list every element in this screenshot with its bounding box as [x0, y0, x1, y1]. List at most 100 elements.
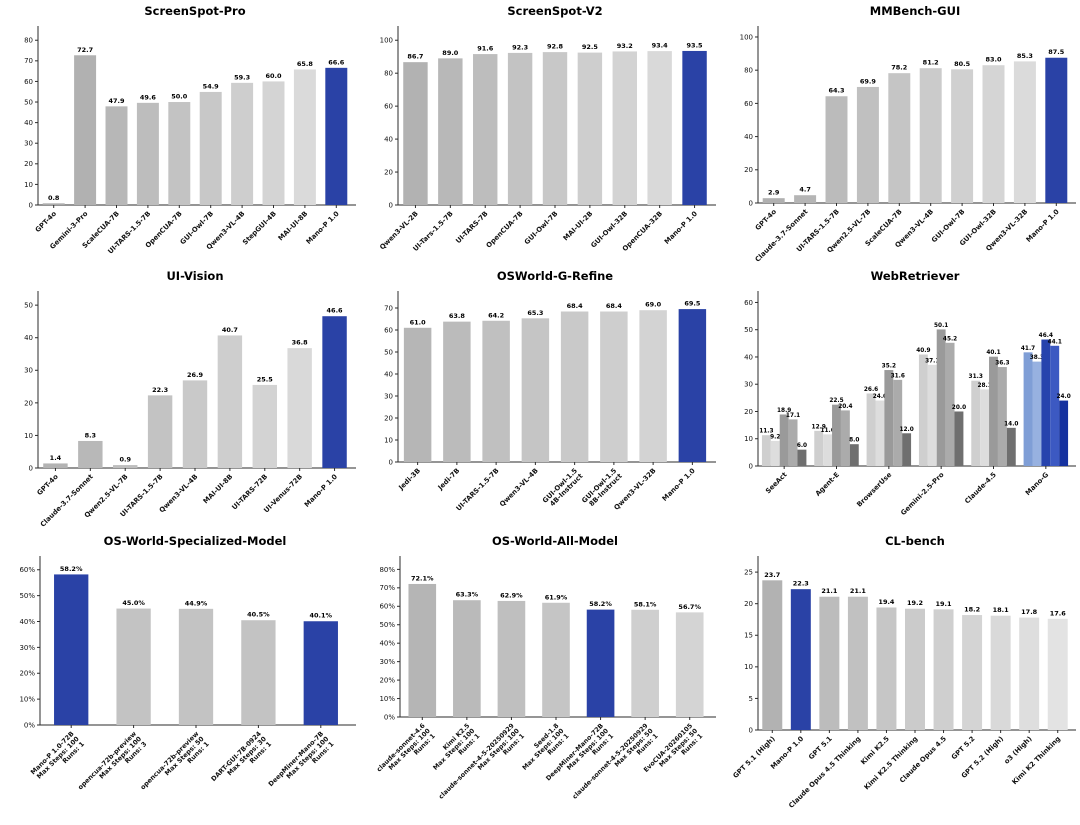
- svg-text:100: 100: [740, 33, 753, 41]
- svg-text:Mano-P 1.0: Mano-P 1.0: [305, 210, 341, 246]
- svg-text:60: 60: [744, 100, 753, 108]
- svg-text:20: 20: [24, 399, 33, 407]
- svg-text:30: 30: [24, 140, 33, 148]
- svg-text:GPT-4o: GPT-4o: [754, 208, 779, 233]
- svg-text:8.3: 8.3: [85, 431, 97, 439]
- svg-text:24.0: 24.0: [1056, 394, 1070, 400]
- svg-text:80%: 80%: [379, 566, 395, 574]
- svg-text:24.0: 24.0: [873, 394, 887, 400]
- svg-text:68.4: 68.4: [606, 302, 623, 310]
- chart-title: OS-World-Specialized-Model: [103, 534, 287, 548]
- svg-text:5: 5: [749, 695, 753, 703]
- svg-text:80.5: 80.5: [954, 60, 971, 68]
- svg-text:20: 20: [24, 160, 33, 168]
- svg-text:11.3: 11.3: [759, 429, 773, 435]
- svg-text:63.8: 63.8: [449, 312, 466, 320]
- svg-text:GUI-Owl-1.54B-Instruct: GUI-Owl-1.54B-Instruct: [541, 466, 585, 510]
- svg-text:70: 70: [24, 57, 33, 65]
- svg-text:72.7: 72.7: [77, 46, 93, 54]
- svg-text:80: 80: [384, 70, 393, 78]
- svg-text:26.6: 26.6: [864, 387, 878, 393]
- svg-text:14.0: 14.0: [1004, 421, 1018, 427]
- chart-os-world-specialized-model: OS-World-Specialized-Model 0% 10% 20% 30% 40…: [0, 530, 360, 825]
- svg-text:80: 80: [24, 37, 33, 45]
- svg-text:40.1%: 40.1%: [310, 612, 333, 620]
- svg-text:12.0: 12.0: [899, 427, 913, 433]
- svg-text:62.9%: 62.9%: [500, 591, 523, 599]
- svg-text:89.0: 89.0: [442, 49, 459, 57]
- svg-text:40: 40: [744, 133, 753, 141]
- svg-text:0: 0: [749, 199, 753, 207]
- chart-title: ScreenSpot-Pro: [144, 4, 246, 18]
- chart-title: OS-World-All-Model: [492, 534, 618, 548]
- svg-text:70%: 70%: [379, 584, 395, 592]
- svg-text:10: 10: [744, 663, 753, 671]
- svg-text:66.6: 66.6: [328, 58, 345, 66]
- svg-text:10: 10: [384, 436, 393, 444]
- svg-text:22.3: 22.3: [152, 386, 168, 394]
- svg-text:0.9: 0.9: [119, 456, 131, 464]
- chart-screenspot-v2: ScreenSpot-V2 0 20 40 60 80 100 86.7 Qwen3-VL-2…: [360, 0, 720, 265]
- svg-text:opencua-72b-previewMax Steps:: opencua-72b-previewMax Steps: 100Runs: 3: [76, 729, 148, 801]
- svg-text:20%: 20%: [379, 676, 395, 684]
- svg-text:GUI-Owl-7B: GUI-Owl-7B: [523, 210, 559, 246]
- screenspot-pro-plot: 010203040506070800.8GPT-4o72.7Gemini-3-P…: [24, 26, 356, 256]
- svg-text:Kimi K2.5 Thinking: Kimi K2.5 Thinking: [863, 735, 920, 792]
- svg-text:49.6: 49.6: [140, 93, 157, 101]
- svg-text:40.1: 40.1: [986, 350, 1000, 356]
- svg-text:72.1%: 72.1%: [411, 574, 434, 582]
- svg-text:37.1: 37.1: [925, 358, 939, 364]
- svg-text:69.9: 69.9: [860, 77, 877, 85]
- svg-text:81.2: 81.2: [923, 59, 939, 67]
- svg-text:BrowserUse: BrowserUse: [855, 470, 893, 508]
- svg-text:OpenCUA-7B: OpenCUA-7B: [485, 210, 525, 250]
- svg-text:0: 0: [389, 458, 393, 466]
- svg-text:80: 80: [744, 67, 753, 75]
- mmbench-gui-plot: 0 20 40 60 80 100 2.9 GPT-4o 4.7 Claude-3.7-Sonne…: [740, 26, 1076, 264]
- svg-text:Jedi-7B: Jedi-7B: [436, 467, 462, 493]
- svg-text:Qwen3-VL-4B: Qwen3-VL-4B: [158, 473, 200, 515]
- svg-text:30: 30: [24, 367, 33, 375]
- svg-text:85.3: 85.3: [1017, 52, 1033, 60]
- svg-text:45.0%: 45.0%: [122, 599, 145, 607]
- svg-text:Mano-P 1.0-72BMax Steps: 100Ru: Mano-P 1.0-72BMax Steps: 100Runs: 1: [29, 729, 86, 786]
- svg-text:92.8: 92.8: [547, 43, 564, 51]
- svg-text:35.2: 35.2: [882, 364, 896, 370]
- svg-text:87.5: 87.5: [1048, 48, 1065, 56]
- chart-os-world-all-model: OS-World-All-Model 0% 10% 20% 30% 40% 50% 60% 7…: [360, 530, 720, 825]
- svg-text:65.3: 65.3: [527, 309, 543, 317]
- svg-text:UI-TARS-72B: UI-TARS-72B: [230, 473, 269, 512]
- svg-text:50.0: 50.0: [171, 93, 188, 101]
- chart-osworld-g-refine: OSWorld-G-Refine 0 10 20 30 40 50 60 70 61.0 Jedi…: [360, 265, 720, 530]
- svg-text:0%: 0%: [24, 721, 35, 729]
- svg-text:58.2%: 58.2%: [589, 600, 612, 608]
- svg-text:40: 40: [24, 334, 33, 342]
- svg-text:20: 20: [744, 600, 753, 608]
- chart-cl-bench: CL-bench 0 5 10 15 20 25 23.7 GPT 5.1 (High) 22.…: [720, 530, 1080, 825]
- svg-text:0: 0: [389, 201, 393, 209]
- svg-text:20.4: 20.4: [838, 404, 852, 410]
- svg-text:1.4: 1.4: [50, 454, 62, 462]
- svg-text:20: 20: [744, 166, 753, 174]
- svg-text:22.5: 22.5: [829, 398, 843, 404]
- svg-text:40: 40: [384, 370, 393, 378]
- svg-text:28.1: 28.1: [977, 383, 991, 389]
- svg-text:65.8: 65.8: [297, 60, 314, 68]
- svg-text:10: 10: [744, 435, 753, 443]
- svg-text:59.3: 59.3: [234, 73, 250, 81]
- svg-text:DART-GUI-7B-0924Max Steps: 30R: DART-GUI-7B-0924Max Steps: 30Runs: 1: [210, 729, 274, 793]
- svg-text:10: 10: [24, 181, 33, 189]
- svg-text:10: 10: [24, 432, 33, 440]
- svg-text:31.6: 31.6: [891, 373, 905, 379]
- svg-text:StepGUI-4B: StepGUI-4B: [241, 210, 278, 247]
- svg-text:15: 15: [744, 632, 753, 640]
- svg-text:40.7: 40.7: [222, 326, 238, 334]
- svg-text:17.1: 17.1: [786, 413, 800, 419]
- svg-text:6.0: 6.0: [797, 443, 807, 449]
- svg-text:0: 0: [29, 464, 33, 472]
- svg-text:21.1: 21.1: [821, 587, 838, 595]
- svg-text:83.0: 83.0: [985, 56, 1002, 64]
- svg-text:claude-sonnet-4.6Max Steps: 10: claude-sonnet-4.6Max Steps: 100Runs: 1: [375, 721, 437, 783]
- ui-vision-plot: 010203040501.4GPT-4o8.3Claude-3.7-Sonnet…: [24, 291, 356, 529]
